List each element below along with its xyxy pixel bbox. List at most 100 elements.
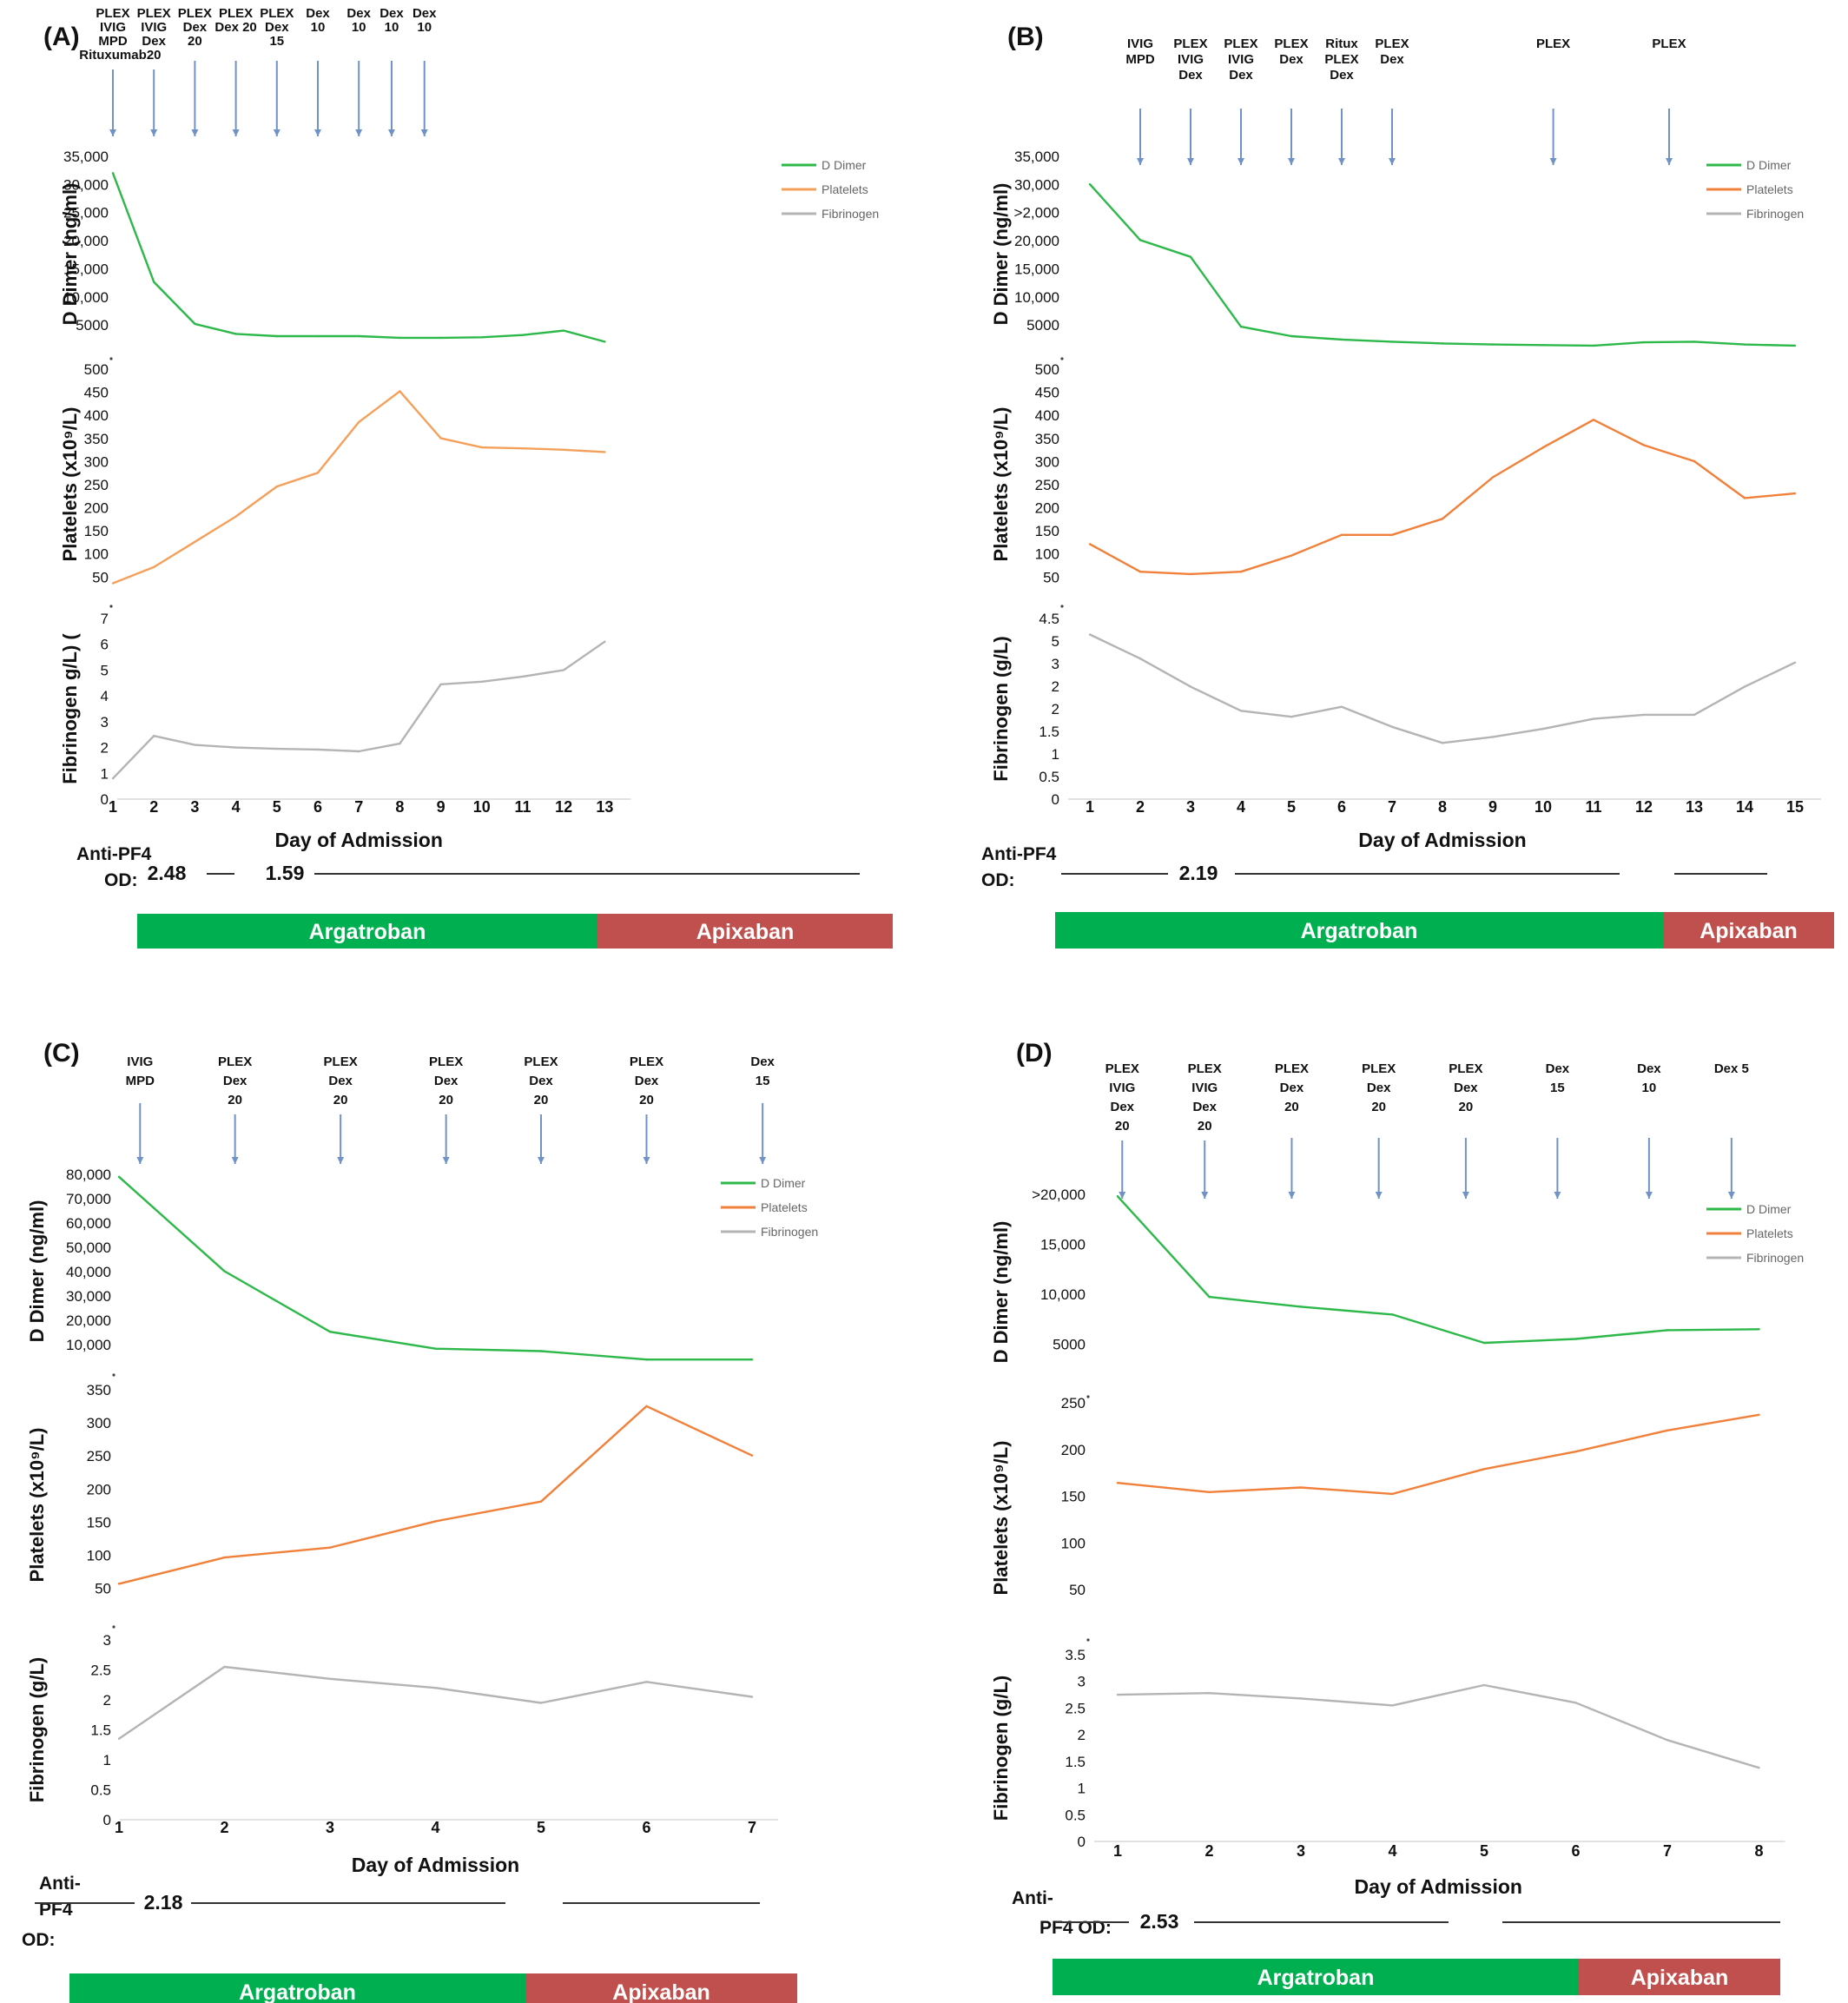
fibrinogen-subplot: 4.5 5 3 2 2 1.5 1 0.5 0 Fibrinogen (g/L) (990, 611, 1797, 808)
intervention-label: 10 (417, 20, 432, 35)
legend-entry: Platelets (761, 1200, 808, 1214)
intervention-label: PLEX (630, 1054, 663, 1069)
ddimer-point (1441, 342, 1444, 345)
arrow-head-icon (1549, 158, 1557, 165)
ddimer-point (645, 1358, 648, 1361)
platelets-point (1482, 1468, 1486, 1471)
x-tick-label: 5 (273, 798, 281, 816)
platelets-point (539, 1500, 543, 1503)
platelets-point (1116, 1482, 1119, 1484)
medication-label: Apixaban (696, 920, 795, 944)
legend-entry: Fibrinogen (1746, 207, 1804, 221)
intervention-label: IVIG (1109, 1081, 1135, 1095)
legend-entry: Fibrinogen (761, 1225, 818, 1239)
intervention-label: PLEX (1188, 1061, 1222, 1076)
fibrinogen-point (1541, 727, 1545, 730)
y-tick-label: 10,000 (63, 289, 109, 306)
y-tick-label: 350 (87, 1382, 111, 1398)
ddimer-point (194, 322, 196, 326)
ddimer-series-line (1089, 183, 1796, 347)
y-tick-label: 350 (1035, 431, 1059, 447)
y-axis-label: Fibrinogen (g/L) (990, 636, 1012, 781)
intervention-label: 15 (756, 1074, 770, 1088)
anti-pf4-label: OD: (981, 870, 1015, 890)
x-tick-label: 5 (1287, 798, 1296, 816)
x-tick-label: 7 (354, 798, 363, 816)
intervention-label: 20 (1459, 1100, 1474, 1114)
fibrinogen-point (1208, 1692, 1211, 1695)
platelets-series-line (118, 1405, 753, 1585)
fibrinogen-point (480, 680, 483, 683)
platelets-point (1642, 444, 1646, 446)
ddimer-point (1693, 340, 1696, 343)
y-tick-label: 250 (1035, 477, 1059, 493)
platelets-point (223, 1556, 226, 1559)
arrow-head-icon (1375, 1192, 1383, 1199)
anti-pf4-value: 2.48 (148, 862, 187, 884)
anti-pf4-label: Anti-PF4 (76, 844, 152, 864)
intervention-label: PLEX (1275, 1061, 1309, 1076)
intervention-label: Dex (1637, 1061, 1661, 1076)
arrow-head-icon (1201, 1192, 1209, 1199)
x-tick-label: 5 (537, 1819, 545, 1836)
intervention-label: Dex (380, 6, 404, 21)
intervention-label: PLEX (429, 1054, 463, 1069)
separator-dot (109, 605, 113, 608)
y-tick-label: 25,000 (63, 205, 109, 221)
intervention-label: IVIG (127, 1054, 153, 1069)
fibrinogen-point (117, 1737, 121, 1741)
y-tick-label: 100 (84, 546, 109, 563)
ddimer-point (1290, 334, 1293, 338)
intervention-label: Dex (1229, 68, 1253, 83)
fibrinogen-point (1793, 661, 1797, 664)
ddimer-point (1666, 1329, 1669, 1332)
fibrinogen-point (223, 1665, 226, 1669)
anti-pf4-label: PF4 OD: (1040, 1918, 1112, 1938)
intervention-marker: PLEX (1652, 36, 1686, 165)
x-tick-label: 4 (232, 798, 241, 816)
y-tick-label: 5000 (1026, 317, 1059, 334)
ddimer-point (434, 1347, 437, 1350)
separator-dot (112, 1373, 116, 1377)
x-tick-label: 8 (1754, 1842, 1763, 1860)
ddimer-point (328, 1330, 332, 1333)
intervention-marker: Dex 5 (1714, 1061, 1749, 1199)
arrow-head-icon (355, 129, 363, 136)
y-tick-label: 2.5 (1065, 1700, 1086, 1716)
ddimer-point (1208, 1295, 1211, 1299)
y-tick-label: 450 (1035, 385, 1059, 401)
ddimer-point (316, 334, 320, 338)
y-tick-label: 150 (1035, 523, 1059, 539)
platelets-point (1693, 459, 1696, 463)
platelets-point (117, 1583, 121, 1585)
argatroban-bar (69, 1973, 525, 2003)
intervention-label: Dex (306, 6, 330, 21)
y-axis-label: Fibrinogen (g/L) (26, 1657, 48, 1802)
y-tick-label: 0.5 (1039, 769, 1059, 785)
x-tick-label: 6 (1337, 798, 1346, 816)
x-tick-label: 1 (1086, 798, 1094, 816)
anti-pf4-value: 2.18 (144, 1891, 183, 1914)
y-tick-label: 450 (84, 385, 109, 401)
arrow-head-icon (1119, 1192, 1126, 1199)
y-tick-label: 200 (1061, 1442, 1086, 1458)
intervention-label: Dex (1192, 1100, 1217, 1114)
x-tick-label: 6 (642, 1819, 650, 1836)
intervention-label: MPD (1125, 52, 1155, 67)
y-tick-label: 35,000 (1014, 149, 1059, 165)
intervention-label: PLEX (1224, 36, 1257, 51)
intervention-label: 10 (385, 20, 399, 35)
intervention-label: IVIG (1191, 1081, 1218, 1095)
y-tick-label: 80,000 (66, 1167, 111, 1183)
fibrinogen-point (1491, 736, 1495, 738)
intervention-label: 15 (1550, 1081, 1565, 1095)
ddimer-point (1390, 340, 1394, 343)
platelets-point (1592, 419, 1595, 421)
